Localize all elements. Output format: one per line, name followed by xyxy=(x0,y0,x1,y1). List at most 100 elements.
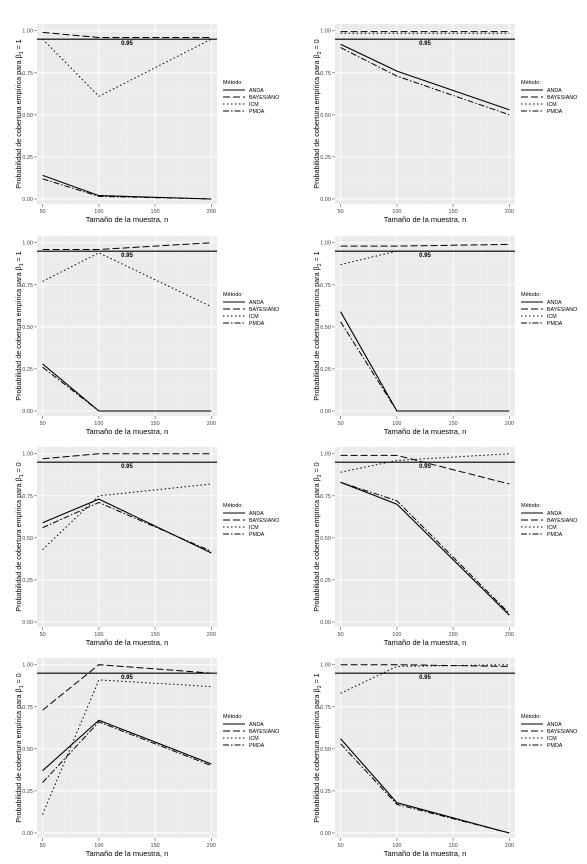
y-axis-title: Probabilidad de cobertura empírica para … xyxy=(312,251,323,400)
series-line-pmda xyxy=(340,743,510,834)
y-tick-label: 0.75 xyxy=(22,705,33,711)
y-tick-label: 0.50 xyxy=(320,536,331,542)
x-tick-label: 150 xyxy=(449,843,458,849)
series-line-anda xyxy=(340,481,510,616)
legend-label: ANDA xyxy=(547,300,562,306)
y-axis-title-symbol: β xyxy=(312,54,321,58)
series-line-pmda xyxy=(42,178,212,200)
x-tick-label: 200 xyxy=(505,632,514,638)
x-tick-label: 200 xyxy=(505,421,514,427)
legend-label: BAYESIANO xyxy=(249,95,279,101)
y-tick-label: 0.00 xyxy=(320,197,331,203)
y-axis-title-text: Probabilidad de cobertura empírica para xyxy=(14,692,23,822)
series-line-pmda xyxy=(340,47,510,116)
x-tick-label: 50 xyxy=(40,209,46,215)
x-tick-label: 150 xyxy=(151,209,160,215)
x-axis-title: Tamaño de la muestra, n xyxy=(384,638,467,647)
x-tick-label: 100 xyxy=(392,632,401,638)
legend-label: PMDA xyxy=(547,321,563,327)
legend-label: PMDA xyxy=(249,532,265,538)
series-line-pmda xyxy=(340,481,510,614)
legend-label: BAYESIANO xyxy=(547,518,577,524)
y-tick-label: 0.00 xyxy=(320,409,331,415)
y-tick-label: 0.25 xyxy=(22,578,33,584)
y-tick-label: 0.00 xyxy=(22,197,33,203)
y-tick-label: 0.00 xyxy=(22,831,33,837)
legend-label: PMDA xyxy=(547,532,563,538)
series-line-anda xyxy=(42,719,212,772)
y-axis-title-subscript: 2 xyxy=(317,263,323,266)
y-axis-title-value: = 1 xyxy=(312,673,321,685)
y-axis-title: Probabilidad de cobertura empírica para … xyxy=(14,39,25,188)
y-tick-label: 0.75 xyxy=(320,705,331,711)
reference-line-label: 0.95 xyxy=(419,253,431,259)
y-axis-title-symbol: β xyxy=(312,688,321,692)
y-axis-title-subscript: 1 xyxy=(19,474,25,477)
legend-title: Método: xyxy=(521,714,541,720)
x-tick-label: 200 xyxy=(207,843,216,849)
y-axis-title-subscript: 1 xyxy=(19,263,25,266)
y-axis-title-value: = 0 xyxy=(14,462,23,474)
reference-line-label: 0.95 xyxy=(121,675,133,681)
series-line-icm xyxy=(340,664,510,694)
legend-label: BAYESIANO xyxy=(249,518,279,524)
y-tick-label: 0.25 xyxy=(22,155,33,161)
y-axis-title-subscript: 1 xyxy=(19,51,25,54)
y-tick-label: 0.00 xyxy=(22,620,33,626)
chart-panel-7: 0.00 0.25 0.50 0.75 1.00 50 100 150 200 0.95 Tamañ… xyxy=(14,658,279,858)
x-axis-title: Tamaño de la muestra, n xyxy=(384,427,467,436)
legend-label: PMDA xyxy=(249,109,265,115)
legend-label: ANDA xyxy=(547,511,562,517)
y-tick-label: 0.50 xyxy=(320,113,331,119)
series-line-icm xyxy=(42,679,212,815)
legend-label: BAYESIANO xyxy=(547,729,577,735)
series-line-icm xyxy=(340,250,510,266)
reference-line-label: 0.95 xyxy=(121,253,133,259)
legend-label: ANDA xyxy=(547,88,562,94)
y-axis-title-symbol: β xyxy=(14,266,23,270)
y-axis-title-text: Probabilidad de cobertura empírica para xyxy=(312,270,321,400)
series-line-anda xyxy=(340,43,510,111)
legend-label: PMDA xyxy=(547,109,563,115)
x-axis-title: Tamaño de la muestra, n xyxy=(384,849,467,858)
y-axis-title-text: Probabilidad de cobertura empírica para xyxy=(312,692,321,822)
y-tick-label: 1.00 xyxy=(320,452,331,458)
x-axis-title: Tamaño de la muestra, n xyxy=(86,215,169,224)
legend-label: BAYESIANO xyxy=(249,307,279,313)
y-tick-label: 0.75 xyxy=(22,494,33,500)
legend-title: Método: xyxy=(223,80,243,86)
y-axis-title-subscript: 1 xyxy=(19,685,25,688)
legend-title: Método: xyxy=(223,503,243,509)
legend-label: ANDA xyxy=(249,300,264,306)
chart-panel-1: 0.00 0.25 0.50 0.75 1.00 50 100 150 200 0.95 Tamañ… xyxy=(14,24,279,224)
y-tick-label: 0.00 xyxy=(320,620,331,626)
x-tick-label: 50 xyxy=(338,843,344,849)
x-tick-label: 150 xyxy=(151,843,160,849)
y-tick-label: 1.00 xyxy=(320,29,331,35)
y-axis-title-subscript: 2 xyxy=(317,51,323,54)
series-line-icm xyxy=(42,483,212,550)
x-tick-label: 150 xyxy=(449,421,458,427)
y-tick-label: 1.00 xyxy=(22,241,33,247)
legend-label: ICM xyxy=(249,736,259,742)
y-tick-label: 0.25 xyxy=(320,367,331,373)
legend-title: Método: xyxy=(223,292,243,298)
series-line-bayesiano xyxy=(340,243,510,247)
x-tick-label: 100 xyxy=(94,421,103,427)
series-line-pmda xyxy=(42,366,212,412)
y-tick-label: 1.00 xyxy=(22,29,33,35)
y-axis-title-value: = 1 xyxy=(312,251,321,263)
x-tick-label: 150 xyxy=(449,209,458,215)
legend-label: PMDA xyxy=(249,321,265,327)
chart-panel-3: 0.00 0.25 0.50 0.75 1.00 50 100 150 200 0.95 Tamañ… xyxy=(14,236,279,436)
y-axis-title: Probabilidad de cobertura empírica para … xyxy=(312,39,323,188)
series-line-bayesiano xyxy=(340,454,510,485)
legend-label: BAYESIANO xyxy=(547,95,577,101)
y-axis-title-text: Probabilidad de cobertura empírica para xyxy=(14,481,23,611)
x-tick-label: 150 xyxy=(449,632,458,638)
y-axis-title-text: Probabilidad de cobertura empírica para xyxy=(312,58,321,188)
x-tick-label: 100 xyxy=(94,843,103,849)
